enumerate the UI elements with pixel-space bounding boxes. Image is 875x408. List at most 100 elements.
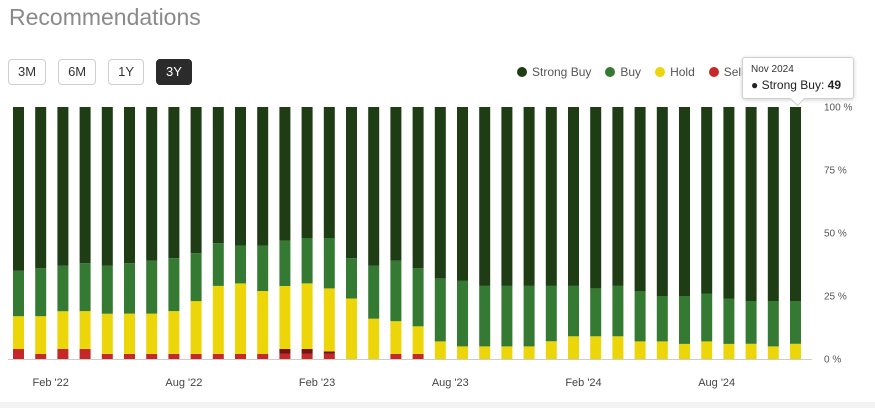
bar-17-strong-buy[interactable] [390,107,402,261]
legend-item-sell[interactable]: Sell [708,65,744,79]
bar-29-hold[interactable] [656,341,668,359]
bar-13-strong-sell[interactable] [301,348,313,354]
bar-33-buy[interactable] [745,301,757,344]
bar-22-strong-buy[interactable] [501,107,513,286]
bar-11-sell[interactable] [257,354,269,359]
bar-34-hold[interactable] [767,346,779,359]
bar-17-buy[interactable] [390,260,402,322]
bar-23-strong-buy[interactable] [523,107,535,286]
bar-2-sell[interactable] [57,348,69,359]
bar-0-sell[interactable] [13,348,24,359]
bar-18-strong-buy[interactable] [412,107,424,269]
bar-30-strong-buy[interactable] [679,107,690,296]
bar-12-strong-buy[interactable] [279,107,291,241]
bar-1-sell[interactable] [35,354,47,359]
bar-14-strong-sell[interactable] [323,351,335,354]
bar-14-sell[interactable] [323,354,335,359]
bar-19-strong-buy[interactable] [434,107,446,279]
legend-item-strong-buy[interactable]: Strong Buy [517,65,591,79]
range-1y-button[interactable]: 1Y [108,59,145,85]
bar-5-hold[interactable] [124,313,135,354]
bar-9-hold[interactable] [212,285,224,354]
bar-0-strong-buy[interactable] [13,107,24,271]
bar-18-sell[interactable] [412,354,424,359]
bar-17-sell[interactable] [390,354,402,359]
bar-31-buy[interactable] [701,293,713,342]
bar-2-buy[interactable] [57,265,69,312]
bar-12-buy[interactable] [279,240,291,286]
bar-26-buy[interactable] [590,288,602,337]
bar-3-strong-buy[interactable] [79,107,91,264]
bar-28-strong-buy[interactable] [634,107,646,291]
bar-19-buy[interactable] [434,278,446,342]
bar-8-sell[interactable] [190,354,202,359]
bar-30-hold[interactable] [679,343,690,359]
bar-4-buy[interactable] [101,265,113,314]
bar-24-buy[interactable] [545,285,557,342]
bar-26-hold[interactable] [590,336,602,359]
bar-10-strong-buy[interactable] [235,107,246,246]
bar-32-hold[interactable] [723,343,735,359]
range-3y-button[interactable]: 3Y [156,59,192,85]
bar-2-hold[interactable] [57,311,69,349]
bar-27-buy[interactable] [612,285,624,337]
bar-4-sell[interactable] [101,354,113,359]
bar-27-hold[interactable] [612,336,624,359]
bar-10-buy[interactable] [235,245,246,284]
range-6m-button[interactable]: 6M [58,59,97,85]
bar-3-buy[interactable] [79,263,91,312]
bar-21-buy[interactable] [479,285,491,347]
bar-28-buy[interactable] [634,291,646,342]
bar-14-hold[interactable] [323,288,335,352]
bar-6-sell[interactable] [146,354,158,359]
bar-2-strong-buy[interactable] [57,107,69,266]
bar-35-buy[interactable] [790,301,801,344]
bar-13-buy[interactable] [301,238,313,284]
bar-22-hold[interactable] [501,346,513,359]
bar-5-sell[interactable] [124,354,135,359]
bar-16-strong-buy[interactable] [368,107,380,266]
bar-7-strong-buy[interactable] [168,107,180,259]
bar-5-buy[interactable] [124,263,135,314]
bar-8-strong-buy[interactable] [190,107,202,254]
bar-3-sell[interactable] [79,348,91,359]
bar-1-strong-buy[interactable] [35,107,47,269]
bar-28-hold[interactable] [634,341,646,359]
bar-7-sell[interactable] [168,354,180,359]
bar-9-buy[interactable] [212,243,224,286]
bar-22-buy[interactable] [501,285,513,347]
bar-24-hold[interactable] [545,341,557,359]
bar-31-strong-buy[interactable] [701,107,713,294]
legend-item-hold[interactable]: Hold [655,65,695,79]
bar-4-strong-buy[interactable] [101,107,113,266]
bar-6-hold[interactable] [146,313,158,354]
bar-13-hold[interactable] [301,283,313,349]
bar-13-sell[interactable] [301,354,313,359]
bar-14-buy[interactable] [323,238,335,289]
bar-30-buy[interactable] [679,296,690,344]
bar-20-hold[interactable] [457,346,468,359]
bar-29-strong-buy[interactable] [656,107,668,296]
bar-31-hold[interactable] [701,341,713,359]
bar-34-strong-buy[interactable] [767,107,779,301]
bar-12-hold[interactable] [279,285,291,349]
bar-11-buy[interactable] [257,245,269,291]
range-3m-button[interactable]: 3M [8,59,47,85]
bar-8-buy[interactable] [190,253,202,302]
bar-25-hold[interactable] [568,336,579,359]
bar-27-strong-buy[interactable] [612,107,624,286]
bar-33-strong-buy[interactable] [745,107,757,301]
bar-13-strong-buy[interactable] [301,107,313,238]
bar-16-hold[interactable] [368,318,380,359]
bar-23-buy[interactable] [523,285,535,347]
bar-17-hold[interactable] [390,321,402,354]
bar-25-buy[interactable] [568,285,579,337]
bar-15-buy[interactable] [346,258,357,299]
bar-21-hold[interactable] [479,346,491,359]
bar-10-hold[interactable] [235,283,246,354]
bar-12-sell[interactable] [279,354,291,359]
bar-23-hold[interactable] [523,346,535,359]
bar-6-buy[interactable] [146,260,158,314]
bar-11-strong-buy[interactable] [257,107,269,246]
bar-9-strong-buy[interactable] [212,107,224,244]
